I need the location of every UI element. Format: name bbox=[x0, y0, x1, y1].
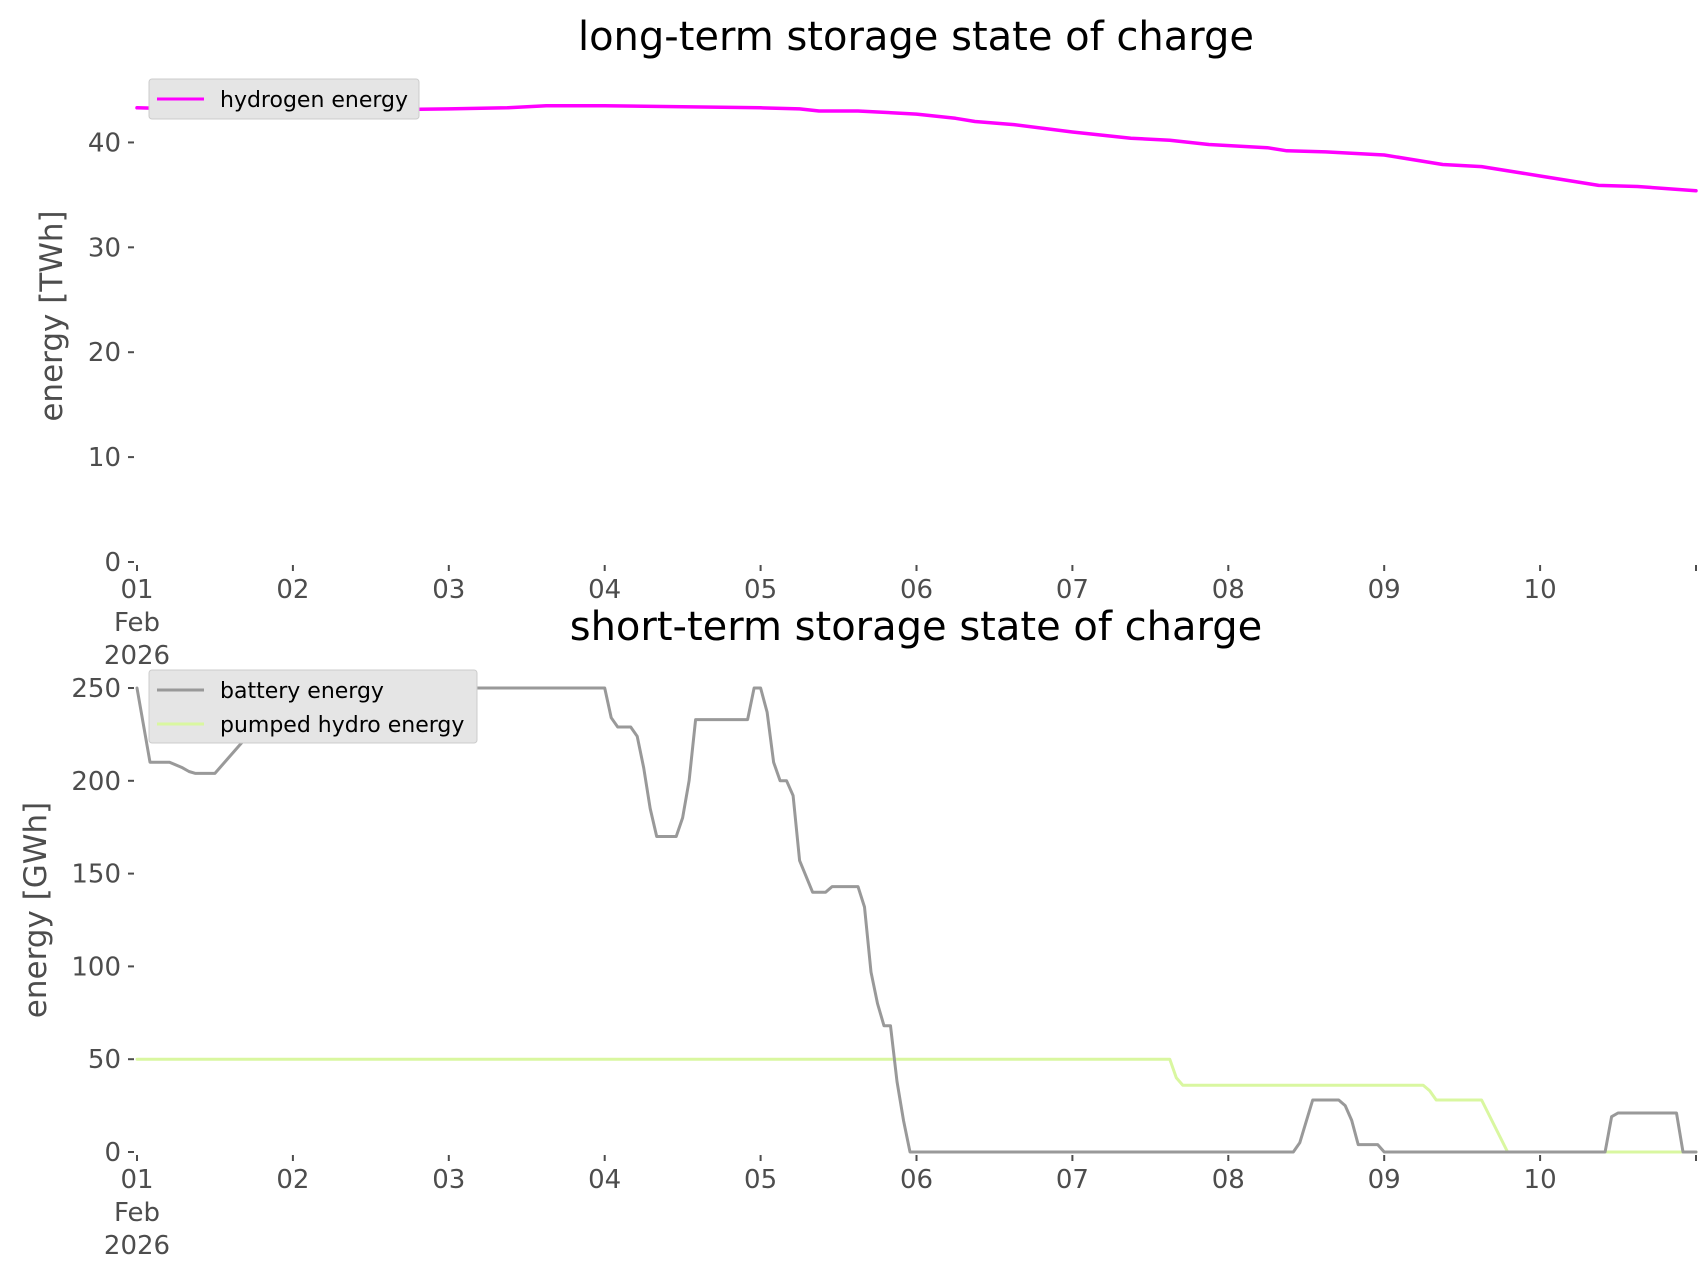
chart-plot-area: 0 10 20 30 40 01 Feb 2026 02 03 04 05 06 07 08 09 10 hydr… bbox=[88, 78, 1698, 671]
x-tick-label: 10 bbox=[1524, 1165, 1557, 1195]
chart-title: short-term storage state of charge bbox=[570, 604, 1263, 650]
y-tick-label: 20 bbox=[88, 338, 121, 368]
x-tick-label: 02 bbox=[276, 1165, 309, 1195]
x-tick-label: 01 Feb 2026 bbox=[104, 575, 170, 671]
x-tick-label: 06 bbox=[900, 575, 933, 605]
chart-legend: battery energy pumped hydro energy bbox=[148, 669, 478, 744]
x-tick-label: 07 bbox=[1056, 575, 1089, 605]
chart-y-axis-label: energy [GWh] bbox=[18, 802, 54, 1018]
series-line bbox=[135, 686, 1698, 1154]
x-tick-label: 05 bbox=[744, 1165, 777, 1195]
x-tick-label: 01 Feb 2026 bbox=[104, 1165, 170, 1261]
x-tick-label: 09 bbox=[1368, 1165, 1401, 1195]
legend-entry: hydrogen energy bbox=[220, 88, 408, 113]
y-tick-label: 40 bbox=[88, 128, 121, 158]
y-tick-label: 10 bbox=[88, 443, 121, 473]
x-tick-label: 10 bbox=[1524, 575, 1557, 605]
x-tick-label: 09 bbox=[1368, 575, 1401, 605]
y-tick-label: 0 bbox=[104, 1138, 121, 1168]
x-tick-label: 06 bbox=[900, 1165, 933, 1195]
x-tick-label: 03 bbox=[432, 1165, 465, 1195]
y-tick-label: 150 bbox=[71, 860, 121, 890]
chart-legend: hydrogen energy bbox=[148, 78, 420, 120]
chart-y-axis-label: energy [TWh] bbox=[34, 210, 70, 421]
x-tick-label: 04 bbox=[588, 575, 621, 605]
x-tick-label: 04 bbox=[588, 1165, 621, 1195]
y-tick-label: 30 bbox=[88, 233, 121, 263]
legend-entry: battery energy bbox=[220, 679, 384, 704]
x-tick-label: 03 bbox=[432, 575, 465, 605]
legend-box bbox=[148, 78, 420, 120]
chart-title: long-term storage state of charge bbox=[578, 14, 1254, 60]
y-tick-label: 250 bbox=[71, 674, 121, 704]
x-tick-label: 02 bbox=[276, 575, 309, 605]
x-tick-label: 08 bbox=[1212, 575, 1245, 605]
x-tick-label: 07 bbox=[1056, 1165, 1089, 1195]
y-tick-label: 200 bbox=[71, 767, 121, 797]
y-tick-label: 100 bbox=[71, 952, 121, 982]
y-tick-label: 50 bbox=[88, 1045, 121, 1075]
series-line bbox=[135, 103, 1698, 193]
legend-box bbox=[148, 669, 478, 744]
legend-entry: pumped hydro energy bbox=[220, 713, 464, 738]
x-tick-label: 08 bbox=[1212, 1165, 1245, 1195]
chart-plot-area: 0 50 100 150 200 250 01 Feb 2026 02 03 04 05 06 07 08 09… bbox=[71, 669, 1698, 1261]
x-tick-label: 05 bbox=[744, 575, 777, 605]
y-tick-label: 0 bbox=[104, 548, 121, 578]
series-line bbox=[135, 1057, 1698, 1154]
